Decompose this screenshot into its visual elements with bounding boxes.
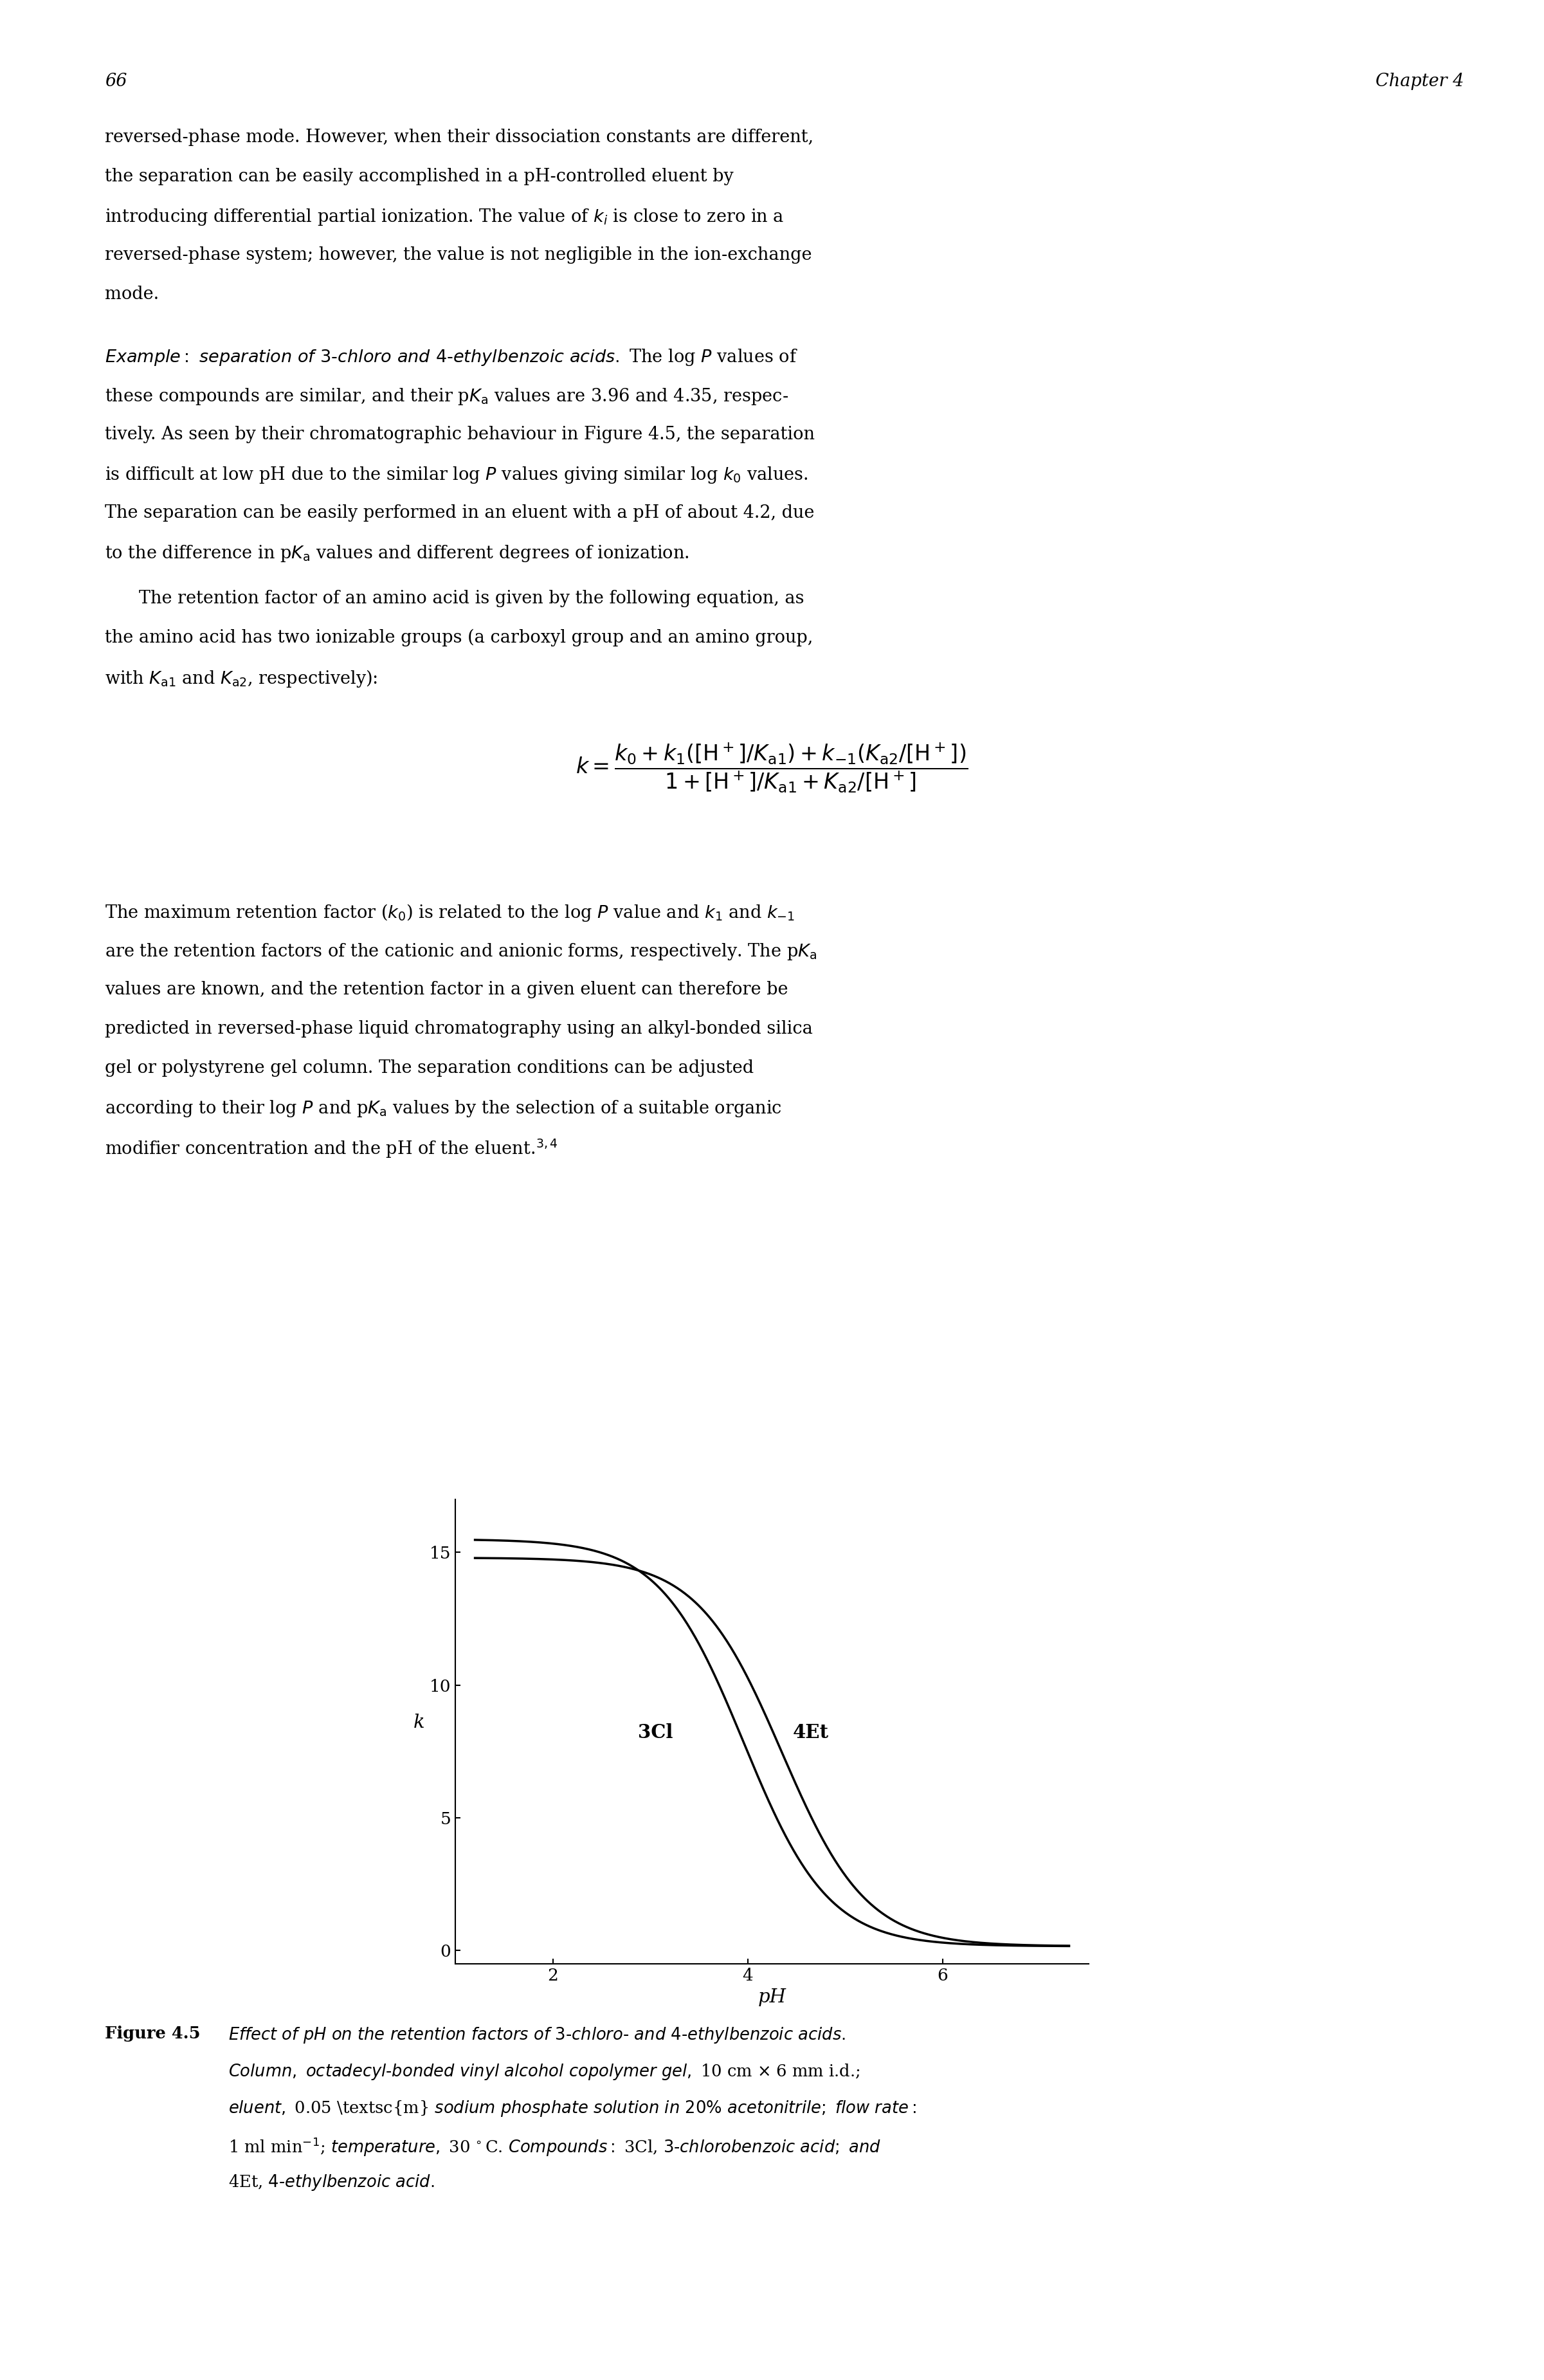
Text: $k = \dfrac{k_0 + k_1([\mathrm{H}^+]/K_{\mathrm{a1}}) + k_{-1}(K_{\mathrm{a2}}/[: $k = \dfrac{k_0 + k_1([\mathrm{H}^+]/K_{… bbox=[576, 743, 968, 795]
Text: gel or polystyrene gel column. The separation conditions can be adjusted: gel or polystyrene gel column. The separ… bbox=[105, 1059, 753, 1076]
Text: values are known, and the retention factor in a given eluent can therefore be: values are known, and the retention fact… bbox=[105, 981, 789, 997]
Text: reversed-phase mode. However, when their dissociation constants are different,: reversed-phase mode. However, when their… bbox=[105, 129, 814, 145]
Text: the separation can be easily accomplished in a pH-controlled eluent by: the separation can be easily accomplishe… bbox=[105, 167, 733, 186]
Text: according to their log $P$ and p$K_\mathrm{a}$ values by the selection of a suit: according to their log $P$ and p$K_\math… bbox=[105, 1100, 781, 1119]
Text: to the difference in p$K_\mathrm{a}$ values and different degrees of ionization.: to the difference in p$K_\mathrm{a}$ val… bbox=[105, 543, 689, 564]
Text: The maximum retention factor ($k_0$) is related to the log $P$ value and $k_1$ a: The maximum retention factor ($k_0$) is … bbox=[105, 902, 795, 923]
Text: the amino acid has two ionizable groups (a carboxyl group and an amino group,: the amino acid has two ionizable groups … bbox=[105, 628, 814, 647]
Text: The retention factor of an amino acid is given by the following equation, as: The retention factor of an amino acid is… bbox=[139, 590, 804, 607]
Text: is difficult at low pH due to the similar log $P$ values giving similar log $k_0: is difficult at low pH due to the simila… bbox=[105, 464, 809, 486]
Text: Chapter 4: Chapter 4 bbox=[1376, 71, 1464, 90]
Text: mode.: mode. bbox=[105, 286, 159, 302]
Text: 66: 66 bbox=[105, 71, 127, 90]
Text: tively. As seen by their chromatographic behaviour in Figure 4.5, the separation: tively. As seen by their chromatographic… bbox=[105, 426, 815, 443]
Text: are the retention factors of the cationic and anionic forms, respectively. The p: are the retention factors of the cationi… bbox=[105, 942, 817, 962]
Text: $\mathit{eluent,}$ 0.05 \textsc{m} $\mathit{sodium\ phosphate\ solution\ in\ 20\: $\mathit{eluent,}$ 0.05 \textsc{m} $\mat… bbox=[229, 2099, 917, 2118]
Text: these compounds are similar, and their p$K_\mathrm{a}$ values are 3.96 and 4.35,: these compounds are similar, and their p… bbox=[105, 386, 789, 407]
Text: The separation can be easily performed in an eluent with a pH of about 4.2, due: The separation can be easily performed i… bbox=[105, 505, 815, 521]
Text: Figure 4.5: Figure 4.5 bbox=[105, 2025, 201, 2042]
Text: 4Et, $\mathit{4\text{-}ethylbenzoic\ acid.}$: 4Et, $\mathit{4\text{-}ethylbenzoic\ aci… bbox=[229, 2173, 434, 2192]
Text: 4Et: 4Et bbox=[794, 1723, 829, 1742]
Text: with $K_\mathrm{a1}$ and $K_\mathrm{a2}$, respectively):: with $K_\mathrm{a1}$ and $K_\mathrm{a2}$… bbox=[105, 669, 378, 688]
Text: 1 ml min$^{-1}$; $\mathit{temperature,}$ 30$\,^\circ$C. $\mathit{Compounds:}$ 3C: 1 ml min$^{-1}$; $\mathit{temperature,}$… bbox=[229, 2137, 882, 2159]
Text: modifier concentration and the pH of the eluent.$^{3,4}$: modifier concentration and the pH of the… bbox=[105, 1138, 559, 1159]
Text: $\mathit{Column,\ octadecyl\text{-}bonded\ vinyl\ alcohol\ copolymer\ gel,}$ 10 : $\mathit{Column,\ octadecyl\text{-}bonde… bbox=[229, 2061, 860, 2082]
Y-axis label: k: k bbox=[414, 1714, 425, 1733]
Text: 3Cl: 3Cl bbox=[638, 1723, 673, 1742]
Text: predicted in reversed-phase liquid chromatography using an alkyl-bonded silica: predicted in reversed-phase liquid chrom… bbox=[105, 1021, 814, 1038]
Text: introducing differential partial ionization. The value of $k_i$ is close to zero: introducing differential partial ionizat… bbox=[105, 207, 784, 226]
Text: $\mathit{Example{:}\ separation\ of\ 3\text{-}chloro\ and\ 4\text{-}ethylbenzoic: $\mathit{Example{:}\ separation\ of\ 3\t… bbox=[105, 347, 798, 367]
Text: reversed-phase system; however, the value is not negligible in the ion-exchange: reversed-phase system; however, the valu… bbox=[105, 245, 812, 264]
Text: $\mathit{Effect\ of\ pH\ on\ the\ retention\ factors\ of\ 3\text{-}chloro\text{-: $\mathit{Effect\ of\ pH\ on\ the\ retent… bbox=[229, 2025, 846, 2044]
X-axis label: pH: pH bbox=[758, 1990, 786, 2006]
